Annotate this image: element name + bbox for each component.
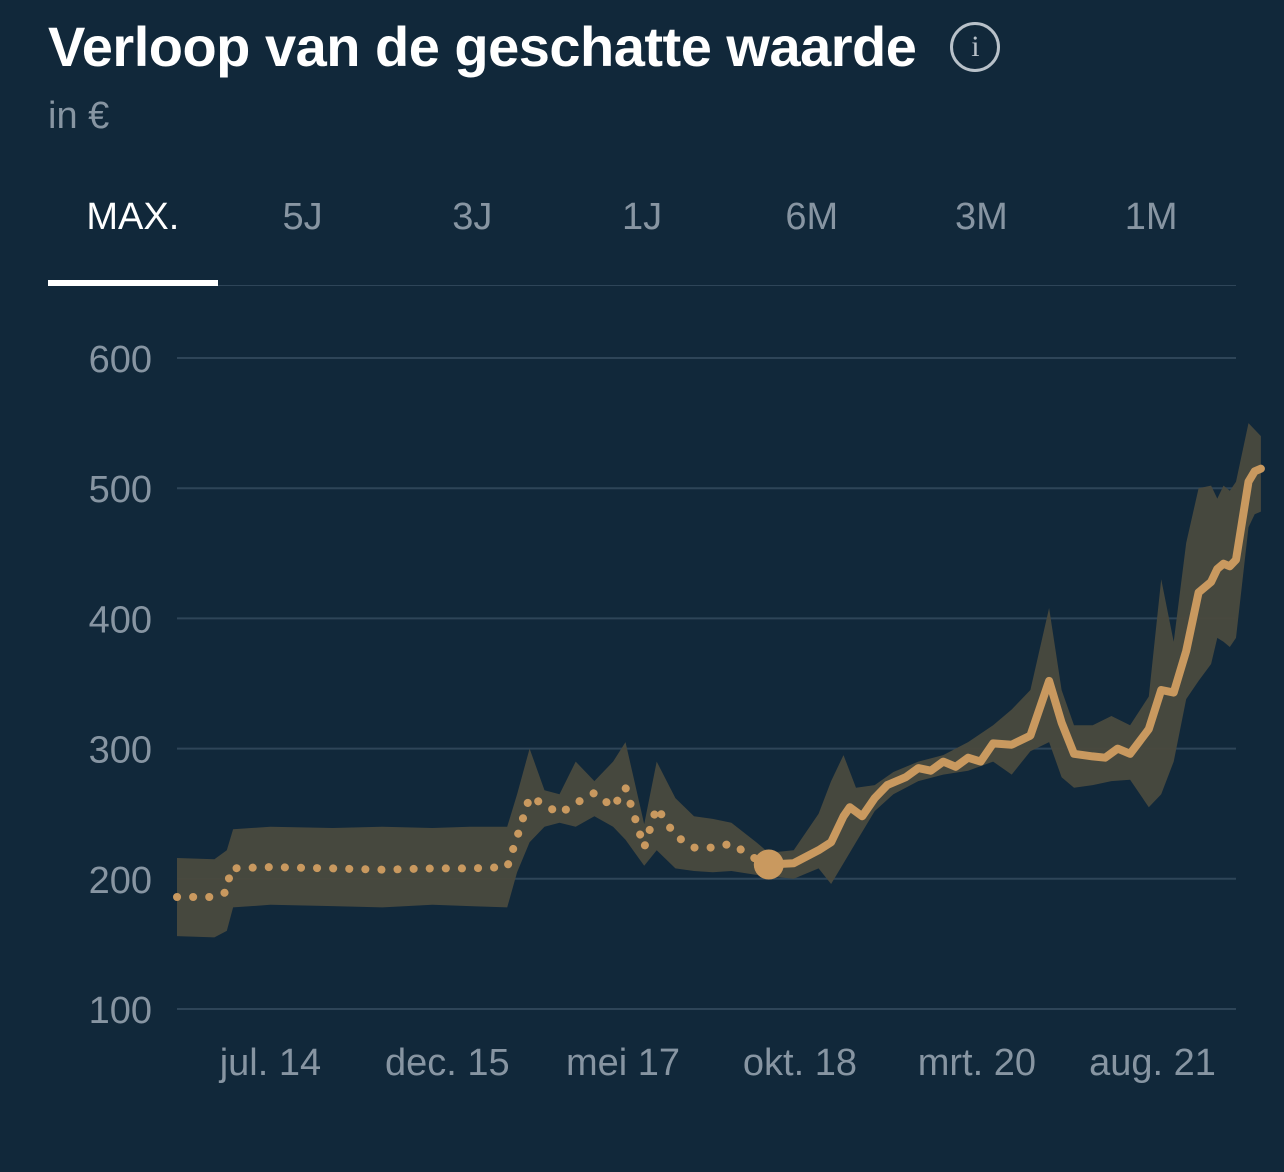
y-tick-label: 300: [89, 730, 152, 772]
current-point-marker: [753, 849, 784, 880]
tab-6m[interactable]: 6M: [785, 196, 839, 238]
info-glyph: i: [971, 30, 980, 63]
tab-5j[interactable]: 5J: [282, 196, 323, 238]
x-tick-label: dec. 15: [385, 1042, 510, 1084]
tab-3j[interactable]: 3J: [452, 196, 493, 238]
y-tick-label: 200: [89, 860, 152, 902]
confidence-band: [177, 423, 1261, 938]
historical-value-line: [173, 783, 773, 901]
y-tick-label: 400: [89, 599, 152, 641]
tab-max[interactable]: MAX.: [48, 180, 218, 286]
x-tick-label: aug. 21: [1089, 1042, 1216, 1084]
tab-3m[interactable]: 3M: [955, 196, 1008, 238]
tab-1j[interactable]: 1J: [621, 196, 663, 238]
x-tick-label: jul. 14: [219, 1042, 321, 1084]
tab-1m[interactable]: 1M: [1124, 196, 1178, 238]
period-tabs: MAX. 5J 3J 1J 6M 3M 1M: [48, 180, 1236, 286]
info-icon[interactable]: i: [950, 22, 1001, 72]
y-tick-label: 100: [89, 990, 152, 1032]
page-title: Verloop van de geschatte waarde: [48, 15, 917, 78]
unit-label: in €: [48, 95, 110, 137]
x-tick-label: mrt. 20: [918, 1042, 1036, 1084]
x-tick-label: mei 17: [566, 1042, 680, 1084]
estimated-value-line: [764, 464, 1265, 869]
y-tick-label: 500: [89, 469, 152, 511]
header: Verloop van de geschatte waarde i: [48, 12, 1001, 82]
x-tick-label: okt. 18: [743, 1042, 857, 1084]
y-tick-label: 600: [89, 339, 152, 381]
